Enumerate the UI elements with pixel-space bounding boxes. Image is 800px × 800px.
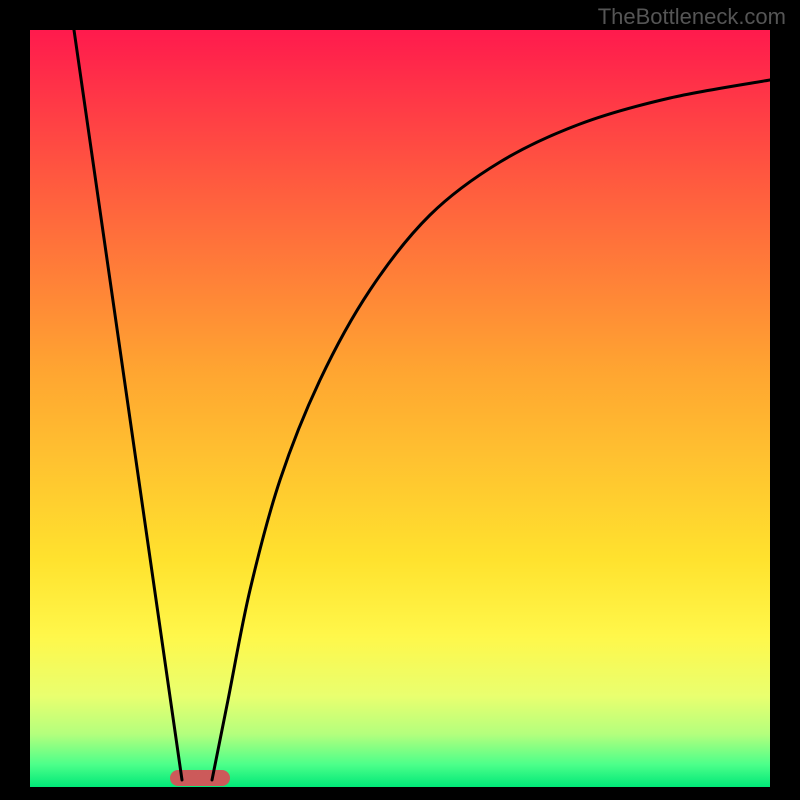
gradient-background [30,30,770,787]
chart-container: TheBottleneck.com [0,0,800,800]
valley-marker [170,770,230,786]
watermark-text: TheBottleneck.com [598,4,786,30]
chart-svg [0,0,800,800]
